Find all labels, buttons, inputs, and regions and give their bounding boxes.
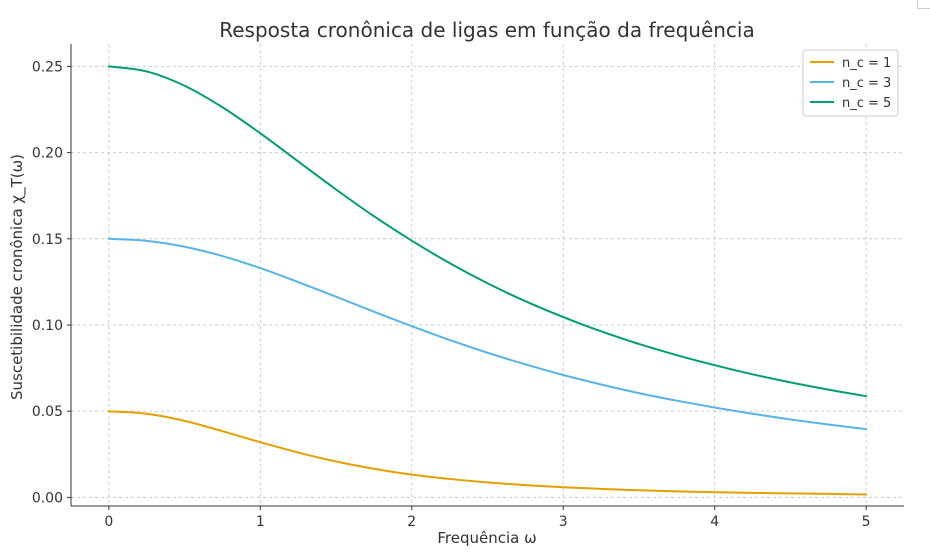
legend-label-2: n_c = 3 <box>842 76 891 91</box>
y-tick-label-5: 0.25 <box>32 59 63 75</box>
legend-label-3: n_c = 5 <box>842 96 891 111</box>
legend-entry-3: n_c = 5 <box>810 96 891 111</box>
y-tick-label-4: 0.20 <box>32 146 63 162</box>
series-line-3 <box>107 65 868 398</box>
legend-box <box>802 49 899 117</box>
legend-label-1: n_c = 1 <box>842 56 891 71</box>
y-tick-label-2: 0.10 <box>32 318 63 334</box>
x-tick-label-3: 3 <box>559 514 568 530</box>
series-lines <box>107 65 868 496</box>
x-tick-label-1: 1 <box>256 514 265 530</box>
y-tick-label-0: 0.00 <box>32 490 63 506</box>
y-tick-label-3: 0.15 <box>32 232 63 248</box>
grid <box>71 44 904 506</box>
axes <box>70 44 904 507</box>
x-tick-label-4: 4 <box>710 514 719 530</box>
y-axis-label: Suscetibilidade cronônica χ_T(ω) <box>8 154 27 400</box>
corner-mark <box>917 0 930 9</box>
legend-entry-2: n_c = 3 <box>810 76 891 91</box>
chart-title: Resposta cronônica de ligas em função da… <box>219 18 754 42</box>
ticks: 0 1 2 3 4 5 0.00 0.05 0.10 0.15 0.20 0.25 <box>32 59 871 530</box>
x-tick-label-2: 2 <box>407 514 416 530</box>
legend: n_c = 1 n_c = 3 n_c = 5 <box>802 49 899 117</box>
x-tick-label-5: 5 <box>862 514 871 530</box>
x-axis-label: Frequência ω <box>437 529 536 547</box>
series-line-2 <box>107 237 868 431</box>
series-line-1 <box>107 410 868 496</box>
legend-entry-1: n_c = 1 <box>810 56 891 71</box>
y-tick-label-1: 0.05 <box>32 404 63 420</box>
x-tick-label-0: 0 <box>104 514 113 530</box>
